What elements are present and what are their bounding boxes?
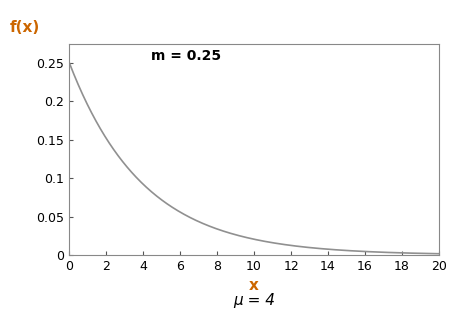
X-axis label: x: x: [249, 278, 259, 294]
Text: m = 0.25: m = 0.25: [151, 49, 221, 63]
Text: μ = 4: μ = 4: [233, 293, 275, 308]
Y-axis label: f(x): f(x): [10, 20, 40, 35]
